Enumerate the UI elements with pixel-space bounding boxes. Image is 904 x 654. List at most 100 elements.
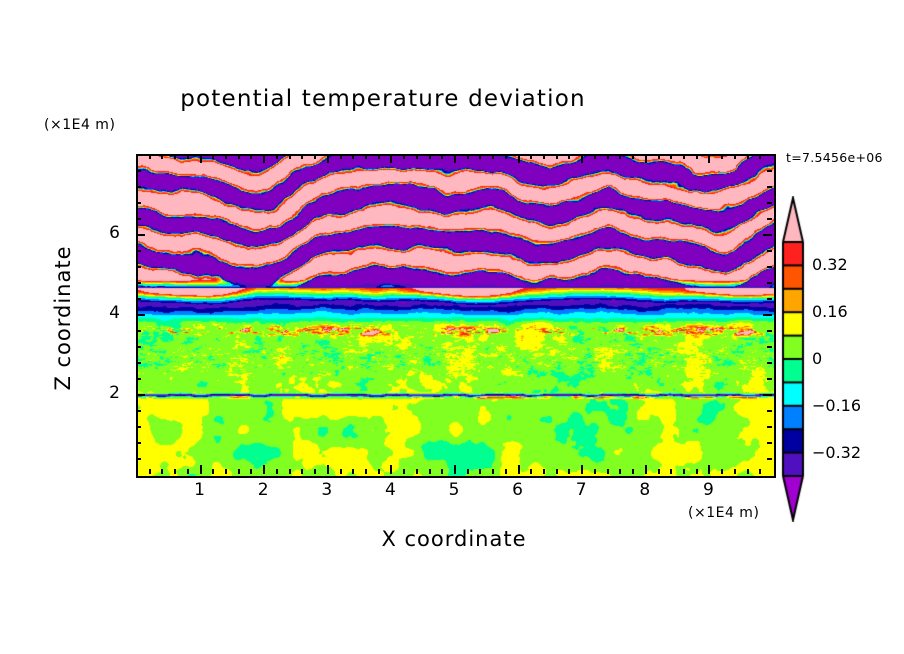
contour-field xyxy=(138,156,774,476)
x-tick xyxy=(314,469,316,474)
x-tick xyxy=(658,154,660,159)
y-tick xyxy=(136,186,141,188)
vertical-units-label: (×1E4 m) xyxy=(44,117,116,133)
x-tick xyxy=(263,154,265,163)
x-tick xyxy=(289,469,291,474)
colorbar-tick-label: 0 xyxy=(812,349,823,368)
x-tick-label: 3 xyxy=(321,480,333,500)
y-tick xyxy=(767,458,772,460)
x-tick xyxy=(543,469,545,474)
x-tick xyxy=(670,154,672,159)
y-tick xyxy=(136,410,141,412)
x-tick-label: 2 xyxy=(257,480,269,500)
x-tick-label: 7 xyxy=(575,480,587,500)
x-tick xyxy=(632,469,634,474)
y-tick xyxy=(136,170,141,172)
y-tick xyxy=(136,234,145,236)
x-tick xyxy=(250,154,252,159)
y-tick xyxy=(763,394,772,396)
x-tick xyxy=(238,469,240,474)
x-tick xyxy=(696,469,698,474)
colorbar-gradient xyxy=(778,196,808,522)
x-tick xyxy=(327,154,329,163)
x-tick xyxy=(581,154,583,163)
y-tick xyxy=(767,330,772,332)
y-tick xyxy=(136,362,141,364)
x-tick xyxy=(352,469,354,474)
x-tick xyxy=(314,154,316,159)
x-tick xyxy=(289,154,291,159)
x-tick xyxy=(390,154,392,163)
x-tick-label: 5 xyxy=(448,480,460,500)
x-tick xyxy=(200,465,202,474)
x-tick xyxy=(212,469,214,474)
x-tick xyxy=(378,469,380,474)
timestamp-label: t=7.5456e+06 xyxy=(786,150,883,165)
x-tick xyxy=(250,469,252,474)
x-tick xyxy=(619,469,621,474)
x-tick xyxy=(581,465,583,474)
y-tick xyxy=(767,362,772,364)
x-tick xyxy=(187,154,189,159)
y-tick xyxy=(767,218,772,220)
x-tick xyxy=(238,154,240,159)
x-tick xyxy=(467,154,469,159)
x-tick xyxy=(708,465,710,474)
x-tick xyxy=(327,465,329,474)
x-tick xyxy=(747,469,749,474)
x-tick xyxy=(479,154,481,159)
y-tick xyxy=(767,426,772,428)
colorbar-tick-label: 0.16 xyxy=(812,302,848,322)
x-tick-label: 4 xyxy=(384,480,396,500)
x-tick-label: 1 xyxy=(194,480,205,500)
x-tick xyxy=(340,469,342,474)
x-tick xyxy=(352,154,354,159)
x-tick xyxy=(174,469,176,474)
x-tick xyxy=(632,154,634,159)
y-tick xyxy=(767,378,772,380)
x-tick xyxy=(403,469,405,474)
x-tick xyxy=(556,469,558,474)
colorbar-tick-label: 0.32 xyxy=(812,255,848,275)
x-tick xyxy=(492,154,494,159)
x-tick xyxy=(161,154,163,159)
y-tick xyxy=(767,410,772,412)
x-tick xyxy=(556,154,558,159)
y-tick xyxy=(767,170,772,172)
x-tick xyxy=(149,154,151,159)
y-tick xyxy=(767,282,772,284)
x-tick xyxy=(416,154,418,159)
x-tick xyxy=(734,469,736,474)
x-tick xyxy=(568,469,570,474)
y-tick xyxy=(136,298,141,300)
x-tick xyxy=(543,154,545,159)
y-tick xyxy=(136,394,145,396)
y-tick xyxy=(136,250,141,252)
x-tick xyxy=(607,154,609,159)
x-tick xyxy=(161,469,163,474)
x-tick xyxy=(212,154,214,159)
y-tick xyxy=(136,218,141,220)
x-tick xyxy=(734,154,736,159)
x-axis-title: X coordinate xyxy=(381,527,527,551)
y-tick xyxy=(136,202,141,204)
x-tick-label: 6 xyxy=(512,480,523,500)
x-tick xyxy=(530,469,532,474)
y-tick-label: 4 xyxy=(109,303,120,323)
x-tick-label: 9 xyxy=(702,480,714,500)
x-tick xyxy=(518,154,520,163)
y-tick xyxy=(136,346,141,348)
y-tick xyxy=(136,314,145,316)
x-tick xyxy=(492,469,494,474)
x-tick xyxy=(619,154,621,159)
page-title: potential temperature deviation xyxy=(180,86,586,112)
x-tick xyxy=(505,469,507,474)
x-tick xyxy=(721,154,723,159)
y-tick xyxy=(763,234,772,236)
x-tick xyxy=(530,154,532,159)
y-tick xyxy=(763,314,772,316)
x-tick-label: 8 xyxy=(639,480,651,500)
y-tick xyxy=(136,282,141,284)
x-tick xyxy=(670,469,672,474)
colorbar-tick-label: −0.32 xyxy=(812,442,862,462)
